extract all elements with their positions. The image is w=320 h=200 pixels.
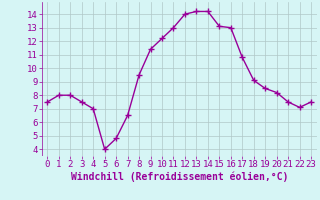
X-axis label: Windchill (Refroidissement éolien,°C): Windchill (Refroidissement éolien,°C) xyxy=(70,172,288,182)
